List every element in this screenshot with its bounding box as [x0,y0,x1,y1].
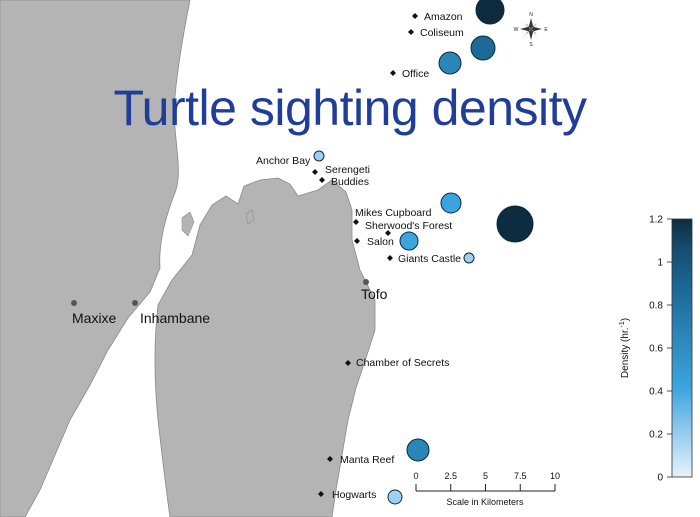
site-diamond-icon [319,177,325,183]
town-layer: Maxixe Inhambane Tofo [71,279,388,326]
site-salon: Salon [354,231,419,251]
density-circle [399,231,419,251]
site-label: Office [402,68,429,80]
town-maxixe: Maxixe [71,300,117,326]
density-circle [496,205,534,243]
legend-color-bar [671,218,693,478]
slide-title: Turtle sighting density [113,80,588,136]
legend-tick-label: 0.4 [649,387,663,398]
scale-tick-label: 2.5 [444,471,457,481]
compass-e: E [544,27,548,33]
density-circle [406,438,430,462]
site-giants-castle: Giants Castle [387,252,475,265]
site-diamond-icon [408,29,414,35]
site-anchor-bay: Anchor Bay [256,150,325,167]
site-buddies: Buddies [319,176,369,188]
density-legend: 0 0.2 0.4 0.6 0.8 1 1.2 Density (hr.-1) [619,215,693,484]
site-office: Office [390,51,462,80]
site-diamond-icon [345,360,351,366]
site-label: Anchor Bay [256,155,311,167]
density-circle [387,489,403,505]
site-diamond-icon [354,238,360,244]
compass-rose-icon: N S E W [514,12,549,48]
site-label: Buddies [331,176,369,188]
scale-tick-label: 0 [413,471,418,481]
site-serengeti: Serengeti [312,164,370,176]
site-diamond-icon [385,230,391,236]
site-label: Chamber of Secrets [356,357,449,369]
site-diamond-icon [353,219,359,225]
compass-s: S [529,42,533,48]
town-label: Inhambane [140,310,210,326]
scale-tick-label: 5 [483,471,488,481]
site-label: Serengeti [325,164,370,176]
site-diamond-icon [312,169,318,175]
legend-axis-label: Density (hr.-1) [619,318,631,378]
town-marker [71,300,77,306]
legend-tick-label: 1.2 [649,215,663,226]
density-circle [463,252,475,264]
legend-tick-label: 0.2 [649,430,663,441]
legend-tick-label: 0 [657,473,663,484]
legend-label-end: ) [620,318,631,321]
scale-bar-label: Scale in Kilometers [446,497,524,507]
site-diamond-icon [412,13,418,19]
town-label: Maxixe [72,310,117,326]
site-label: Coliseum [420,27,464,39]
site-diamond-icon [387,255,393,261]
bay-island [181,211,195,237]
compass-w: W [514,27,519,33]
legend-tick-label: 0.6 [649,344,663,355]
site-diamond-icon [390,70,396,76]
site-label: Hogwarts [332,489,376,501]
site-label: Mikes Cupboard [355,207,432,219]
site-amazon: Amazon [412,0,505,25]
site-diamond-icon [327,456,333,462]
density-circle [440,192,462,214]
bay-islet [245,209,255,225]
scale-bar: 0 2.5 5 7.5 10 Scale in Kilometers [413,471,560,507]
town-inhambane: Inhambane [132,300,210,326]
site-chamber-of-secrets: Chamber of Secrets [345,357,449,369]
legend-label-text: Density (hr. [620,328,631,379]
land-layer [0,0,376,517]
site-label: Manta Reef [340,454,394,466]
legend-tick-label: 0.8 [649,301,663,312]
western-mainland [0,0,191,517]
site-label: Amazon [424,11,463,23]
inhambane-peninsula [154,177,376,517]
site-diamond-icon [318,491,324,497]
site-sherwoods-forest: Sherwood's Forest [365,205,534,243]
site-label: Salon [367,236,394,248]
site-mikes-cupboard: Mikes Cupboard [353,192,462,225]
density-circle [438,51,462,75]
density-circle [313,150,325,162]
scale-tick-label: 7.5 [514,471,527,481]
town-tofo: Tofo [361,279,388,302]
site-hogwarts: Hogwarts [318,489,403,505]
legend-tick-label: 1 [657,258,663,269]
site-label: Giants Castle [398,253,461,265]
site-layer: Amazon Coliseum Office Anchor Bay Sereng… [256,0,534,505]
site-label: Sherwood's Forest [365,220,452,232]
site-manta-reef: Manta Reef [327,438,430,466]
town-marker [132,300,138,306]
compass-n: N [529,12,533,18]
density-circle [470,35,496,61]
town-label: Tofo [361,286,388,302]
legend-label-sup: -1 [619,321,626,327]
town-marker [363,279,369,285]
site-coliseum: Coliseum [408,27,496,61]
density-circle [475,0,505,25]
scale-tick-label: 10 [550,471,560,481]
